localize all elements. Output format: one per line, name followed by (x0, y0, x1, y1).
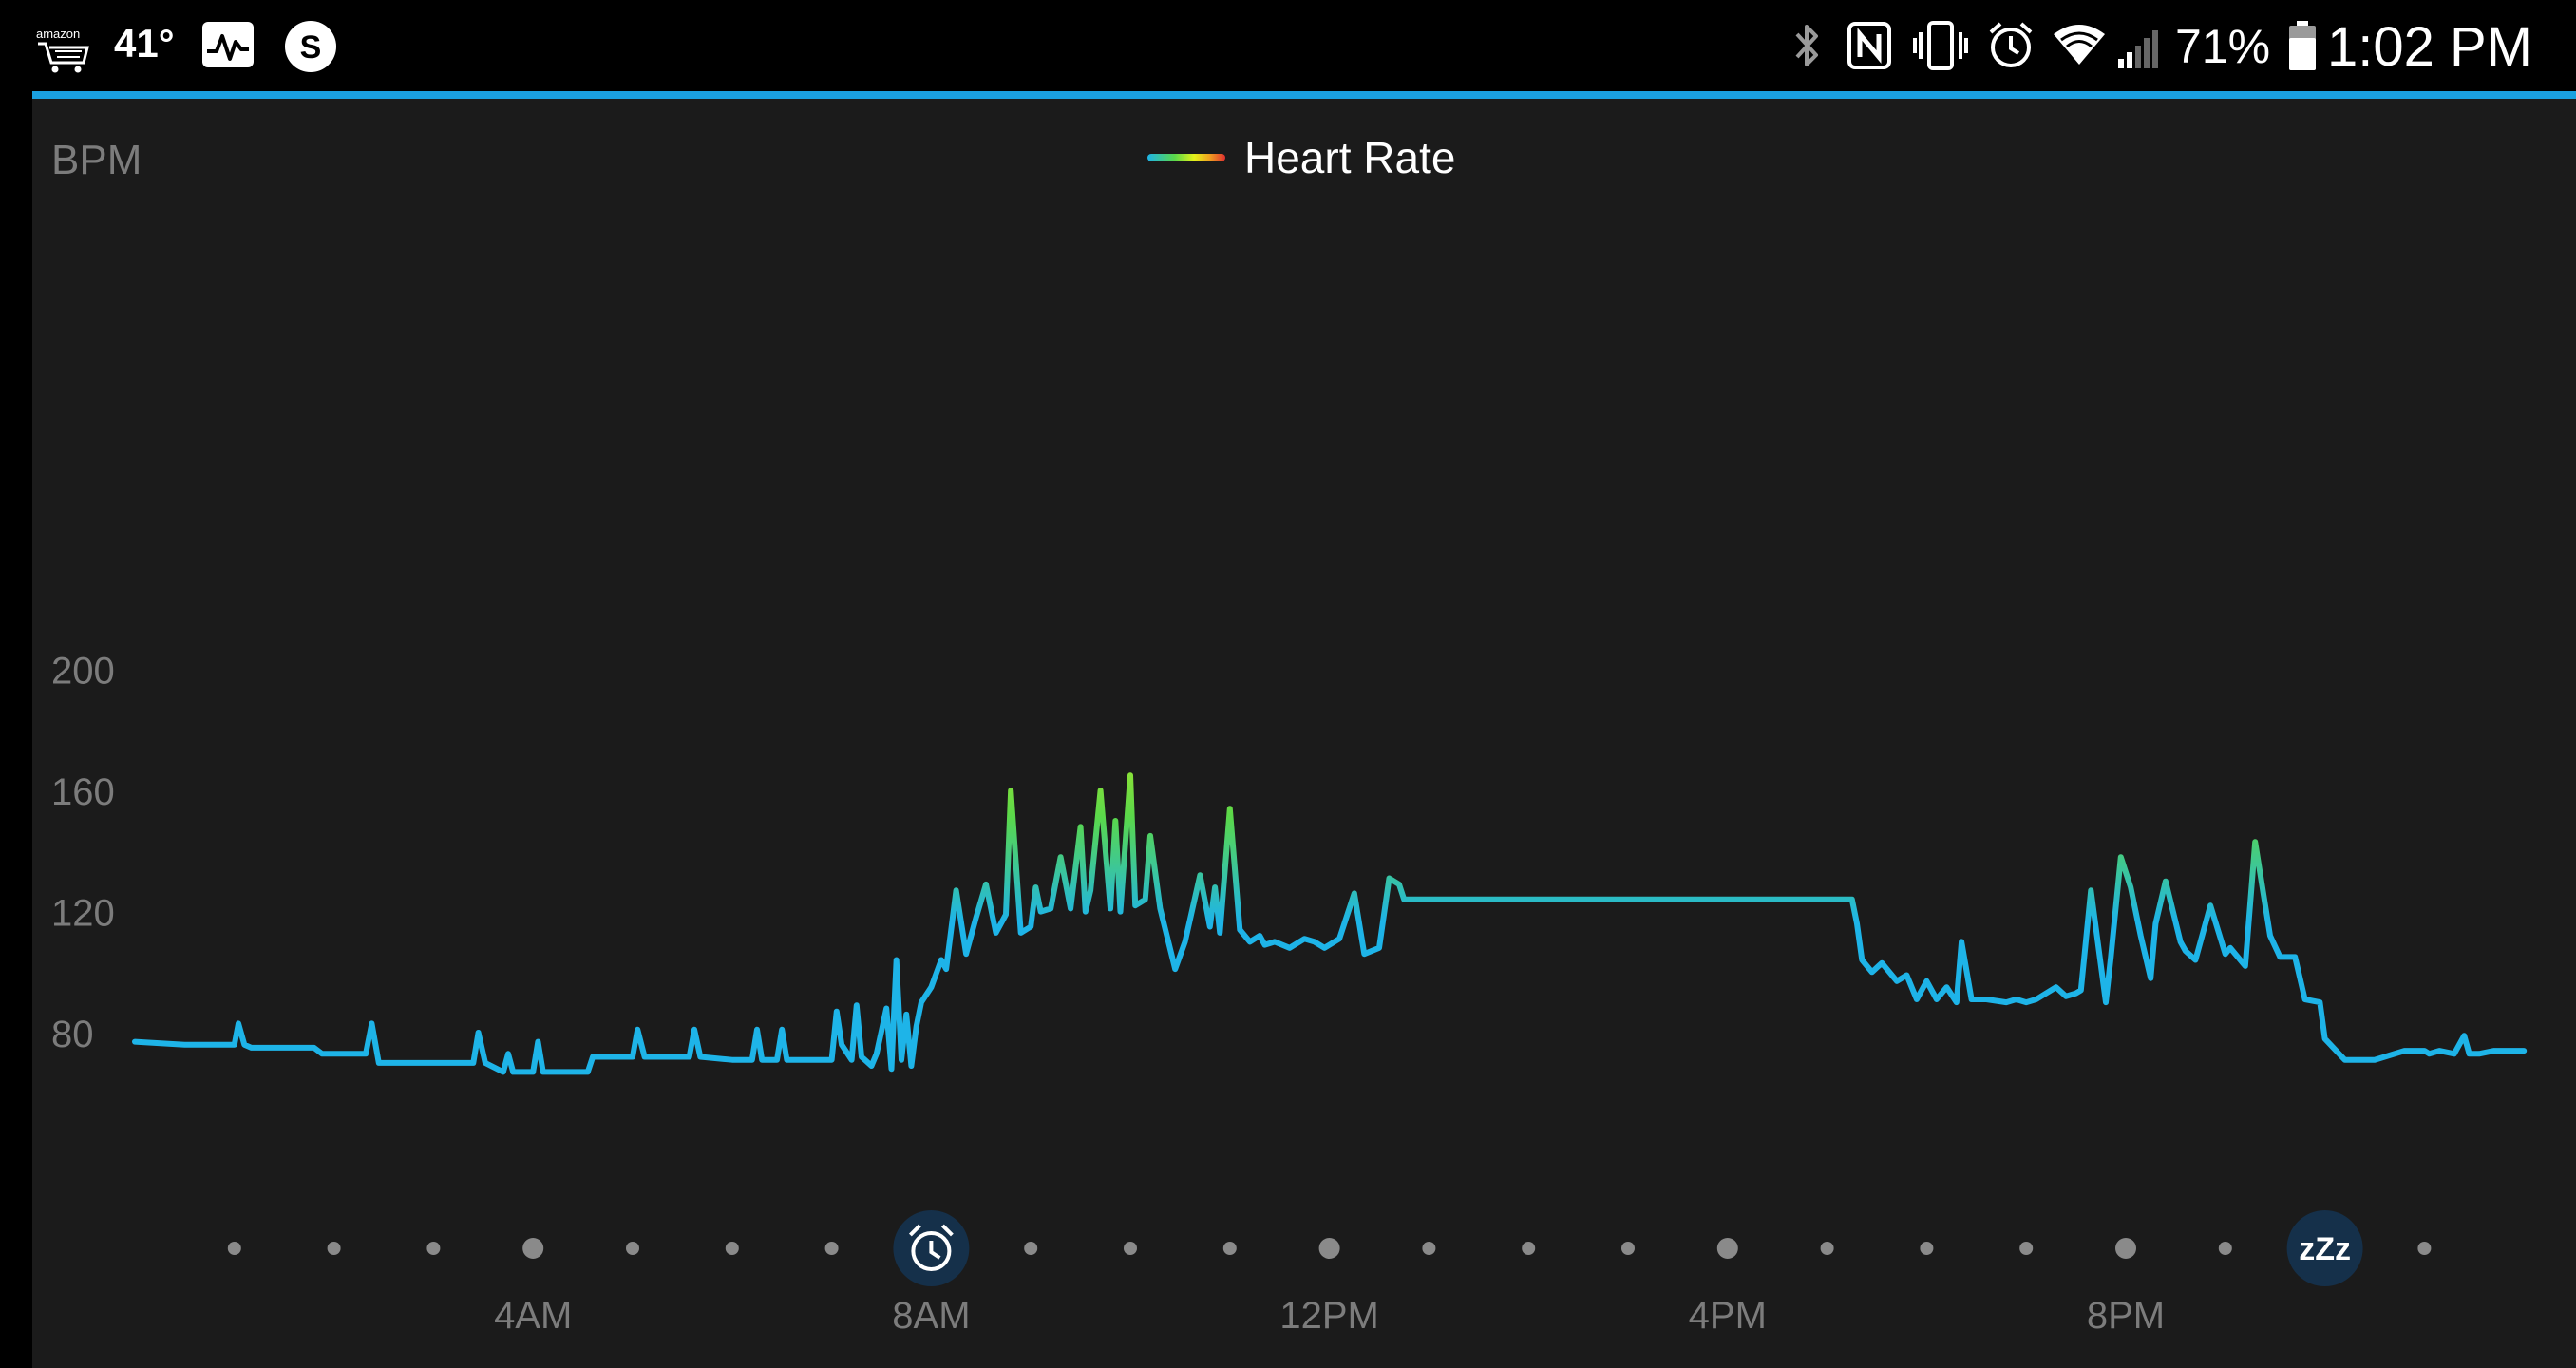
x-tick-label: 12PM (1279, 1295, 1379, 1337)
hour-dot (626, 1242, 639, 1255)
bluetooth-icon (1790, 21, 1824, 70)
cell-signal-icon (2116, 25, 2164, 70)
svg-text:S: S (300, 29, 322, 66)
x-tick-label: 4AM (494, 1295, 572, 1337)
alarm-clock-icon (908, 1224, 954, 1271)
battery-icon (2287, 19, 2318, 72)
hour-dot (1024, 1242, 1038, 1255)
chart-legend: Heart Rate (1147, 133, 1455, 182)
x-tick-label: 8AM (892, 1295, 970, 1337)
left-edge-strip (0, 99, 32, 1368)
hour-dot (1124, 1242, 1137, 1255)
sleep-zzz-icon: zZz (2299, 1231, 2351, 1267)
legend-label: Heart Rate (1244, 133, 1455, 182)
heart-rate-chart-panel[interactable]: BPM Heart Rate 80 120 160 200 zZz 4AM 8AM 12P… (32, 99, 2576, 1368)
hour-dot (1522, 1242, 1536, 1255)
hour-dot (1222, 1242, 1237, 1255)
hour-dot (426, 1242, 441, 1255)
s-circle-app-icon: S (283, 19, 338, 74)
amazon-label: amazon (36, 27, 81, 41)
hour-dot (327, 1242, 341, 1255)
amazon-cart-icon: amazon (32, 25, 91, 74)
heart-rate-line (132, 772, 2528, 1075)
hour-dot (2218, 1242, 2232, 1255)
y-tick-label: 120 (51, 893, 115, 935)
x-axis-ticks: 4AM 8AM 12PM 4PM 8PM (494, 1295, 2165, 1337)
legend-swatch (1147, 154, 1225, 162)
wifi-icon (2052, 23, 2107, 68)
heart-rate-series (132, 772, 2528, 1075)
x-tick-label: 4PM (1689, 1295, 1767, 1337)
heart-rate-chart[interactable]: BPM Heart Rate 80 120 160 200 zZz 4AM 8AM 12P… (32, 99, 2576, 1368)
nfc-icon (1847, 21, 1892, 70)
clock-time: 1:02 PM (2327, 16, 2532, 78)
vibrate-icon (1911, 19, 1970, 72)
y-tick-label: 80 (51, 1014, 94, 1055)
hour-dot (522, 1238, 544, 1259)
y-axis-ticks: 80 120 160 200 (51, 651, 115, 1055)
activity-chart-icon (201, 21, 255, 68)
hour-dot (2019, 1242, 2034, 1255)
sleep-marker-badge[interactable] (2286, 1210, 2363, 1286)
battery-percent-text: 71% (2175, 20, 2271, 73)
hour-dot (725, 1242, 739, 1255)
hour-dot (1820, 1242, 1834, 1255)
y-tick-label: 160 (51, 771, 115, 813)
hour-dot (227, 1242, 241, 1255)
alarm-icon (1985, 19, 2036, 72)
hour-dot (1920, 1242, 1934, 1255)
hour-dot (2417, 1242, 2432, 1255)
hour-dot (2115, 1238, 2136, 1259)
x-tick-label: 8PM (2087, 1295, 2165, 1337)
temperature-text: 41° (114, 21, 175, 66)
hour-dot-track (227, 1238, 2432, 1259)
hour-dot (1422, 1242, 1436, 1255)
hour-dot (1318, 1238, 1340, 1259)
hour-dot (1716, 1238, 1738, 1259)
event-markers: zZz (893, 1210, 2363, 1286)
y-tick-label: 200 (51, 651, 115, 693)
hour-dot (824, 1242, 839, 1255)
status-bar: amazon 41° S (0, 0, 2576, 91)
accent-line (32, 91, 2576, 99)
hour-dot (1621, 1242, 1635, 1255)
y-axis-label: BPM (51, 137, 142, 183)
wake-up-marker[interactable] (893, 1210, 970, 1286)
sleep-marker[interactable]: zZz (2286, 1210, 2363, 1286)
